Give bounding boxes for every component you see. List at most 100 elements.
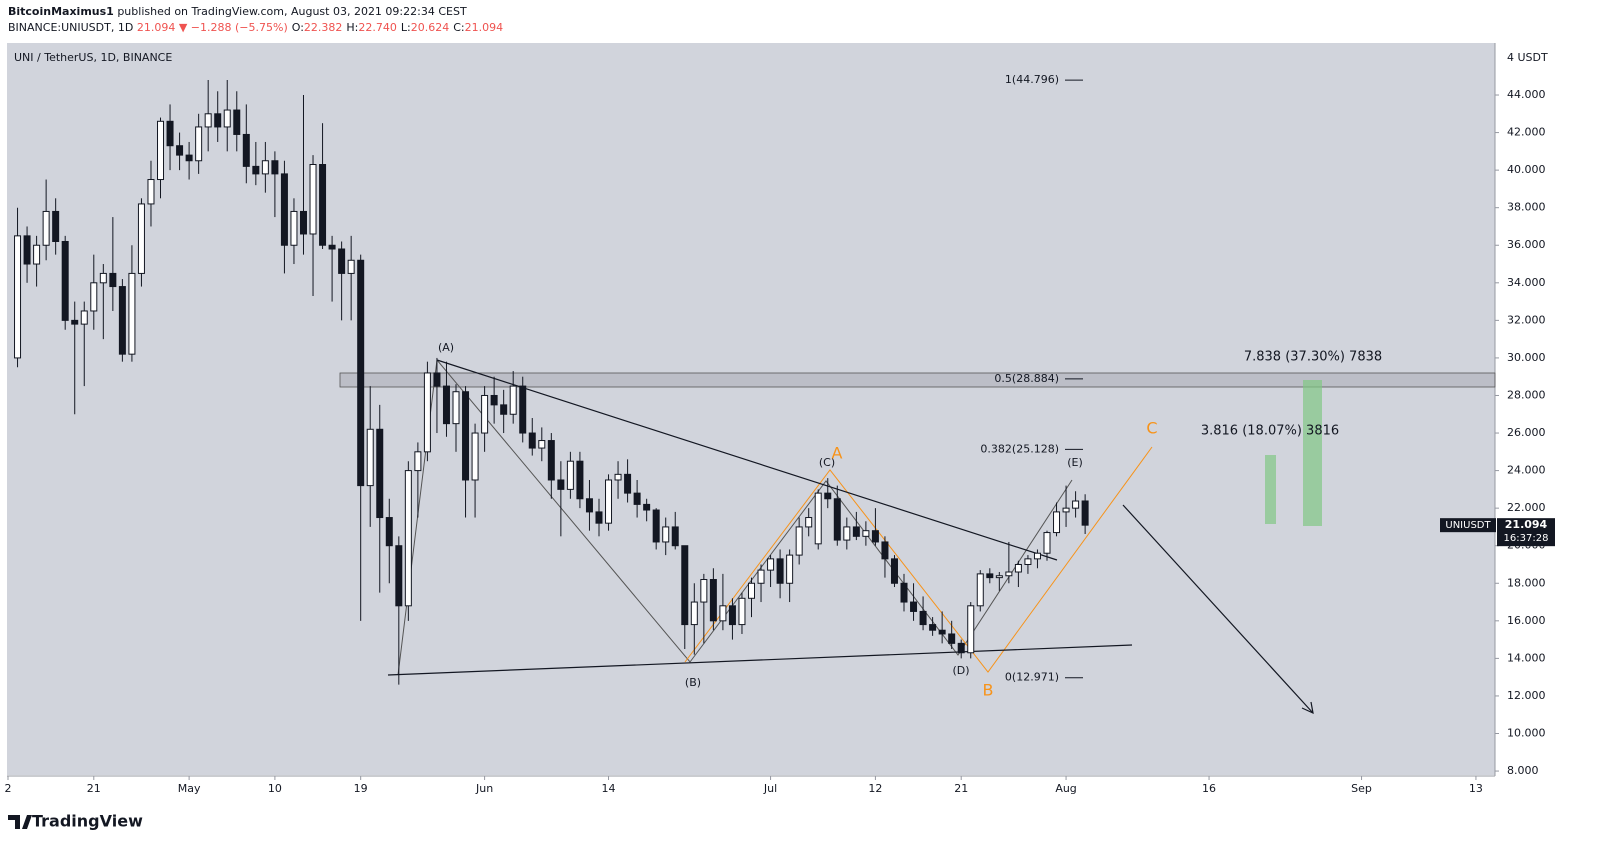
candle-body: [261, 160, 269, 175]
x-tick-label: 2: [5, 782, 12, 795]
y-tick-label: 16.000: [1507, 614, 1546, 627]
candle-body: [185, 154, 193, 162]
footer-logo: [8, 815, 32, 829]
y-tick-label: 38.000: [1507, 201, 1546, 214]
candle-body: [938, 629, 946, 635]
candle-body: [871, 530, 879, 543]
candle-body: [795, 526, 803, 556]
price-tag-symbol: UNIUSDT: [1445, 520, 1491, 531]
candle-body: [643, 503, 651, 511]
candle-body: [967, 605, 975, 654]
candle-body: [242, 133, 250, 167]
candle-body: [1014, 563, 1022, 573]
candle-body: [157, 120, 165, 181]
x-tick-label: 16: [1202, 782, 1216, 795]
y-tick-label: 40.000: [1507, 163, 1546, 176]
abc-label: C: [1146, 419, 1157, 438]
abc-label: A: [832, 444, 843, 463]
candle-body: [481, 394, 489, 434]
lower-trendline: [387, 644, 1133, 676]
candle-body: [681, 545, 689, 626]
y-tick-label: 42.000: [1507, 126, 1546, 139]
candles: [14, 79, 1089, 685]
candle-body: [290, 210, 298, 246]
wave-label: (A): [438, 341, 454, 354]
candle-body: [61, 240, 69, 321]
price-tag-value: 21.094: [1505, 518, 1548, 531]
x-tick-label: 19: [354, 782, 368, 795]
candle-body: [605, 479, 613, 524]
candle-body: [42, 210, 50, 246]
candle-body: [690, 601, 698, 626]
candle-body: [700, 579, 708, 603]
arrow-head: [1301, 701, 1314, 715]
fib-label: 0(12.971): [1005, 671, 1059, 684]
author: BitcoinMaximus1: [8, 5, 114, 18]
candle-body: [528, 432, 536, 449]
ohlc-value: 21.094: [465, 21, 504, 34]
candle-body: [299, 210, 307, 235]
y-tick-label: 8.000: [1507, 764, 1539, 777]
candle-body: [776, 558, 784, 584]
candle-body: [357, 259, 365, 487]
y-tick-label: 34.000: [1507, 276, 1546, 289]
candle-body: [423, 372, 431, 453]
candle-body: [500, 404, 508, 415]
candle-body: [204, 113, 212, 128]
y-tick-label: 26.000: [1507, 426, 1546, 439]
ohlc-label: L:: [401, 21, 411, 34]
x-tick-label: Aug: [1055, 782, 1076, 795]
candle-body: [852, 526, 860, 537]
y-tick-label: 10.000: [1507, 726, 1546, 739]
candle-body: [767, 558, 775, 571]
candle-body: [52, 210, 60, 242]
candle-body: [614, 473, 622, 481]
candle-body: [118, 286, 126, 355]
x-tick-label: Jun: [475, 782, 493, 795]
candle-body: [919, 610, 927, 626]
candle-body: [414, 451, 422, 472]
price-tag-countdown: 16:37:28: [1504, 533, 1549, 544]
candle-body: [566, 460, 574, 490]
candle-body: [719, 605, 727, 622]
x-tick-label: 21: [954, 782, 968, 795]
candle-body: [805, 517, 813, 528]
x-tick-label: Jul: [763, 782, 777, 795]
candle-body: [128, 272, 136, 355]
candle-body: [1033, 552, 1041, 560]
candle-body: [99, 272, 107, 284]
candle-body: [90, 282, 98, 312]
candle-body: [881, 541, 889, 560]
wave-label: (B): [685, 676, 701, 689]
candle-body: [433, 372, 441, 387]
candle-body: [176, 145, 184, 156]
measure-bar: [1303, 380, 1322, 526]
fib-label: 0.382(25.128): [980, 442, 1059, 455]
candle-body: [233, 109, 241, 135]
fib-label: 1(44.796): [1005, 73, 1059, 86]
candle-body: [957, 642, 965, 654]
abc-path: [684, 446, 1153, 673]
y-tick-label: 12.000: [1507, 689, 1546, 702]
header-line-1: BitcoinMaximus1 published on TradingView…: [8, 5, 467, 18]
last-price: 21.094: [137, 21, 176, 34]
x-tick-label: 14: [602, 782, 616, 795]
x-tick-label: 13: [1469, 782, 1483, 795]
candle-body: [338, 248, 346, 274]
candle-body: [1081, 500, 1089, 526]
plot-area: [7, 43, 1495, 775]
candle-body: [595, 511, 603, 524]
header-line-2: BINANCE:UNIUSDT, 1D 21.094 ▼ −1.288 (−5.…: [8, 21, 503, 34]
candle-body: [14, 235, 22, 359]
candle-body: [786, 554, 794, 584]
x-tick-label: May: [178, 782, 201, 795]
projection-arrow: [1122, 504, 1314, 714]
ohlc-label: C:: [453, 21, 464, 34]
change: ▼ −1.288 (−5.75%): [179, 21, 288, 34]
candle-body: [1072, 500, 1080, 509]
candle-body: [395, 545, 403, 607]
candle-body: [519, 385, 527, 434]
candle-body: [252, 165, 260, 175]
candle-body: [147, 179, 155, 205]
